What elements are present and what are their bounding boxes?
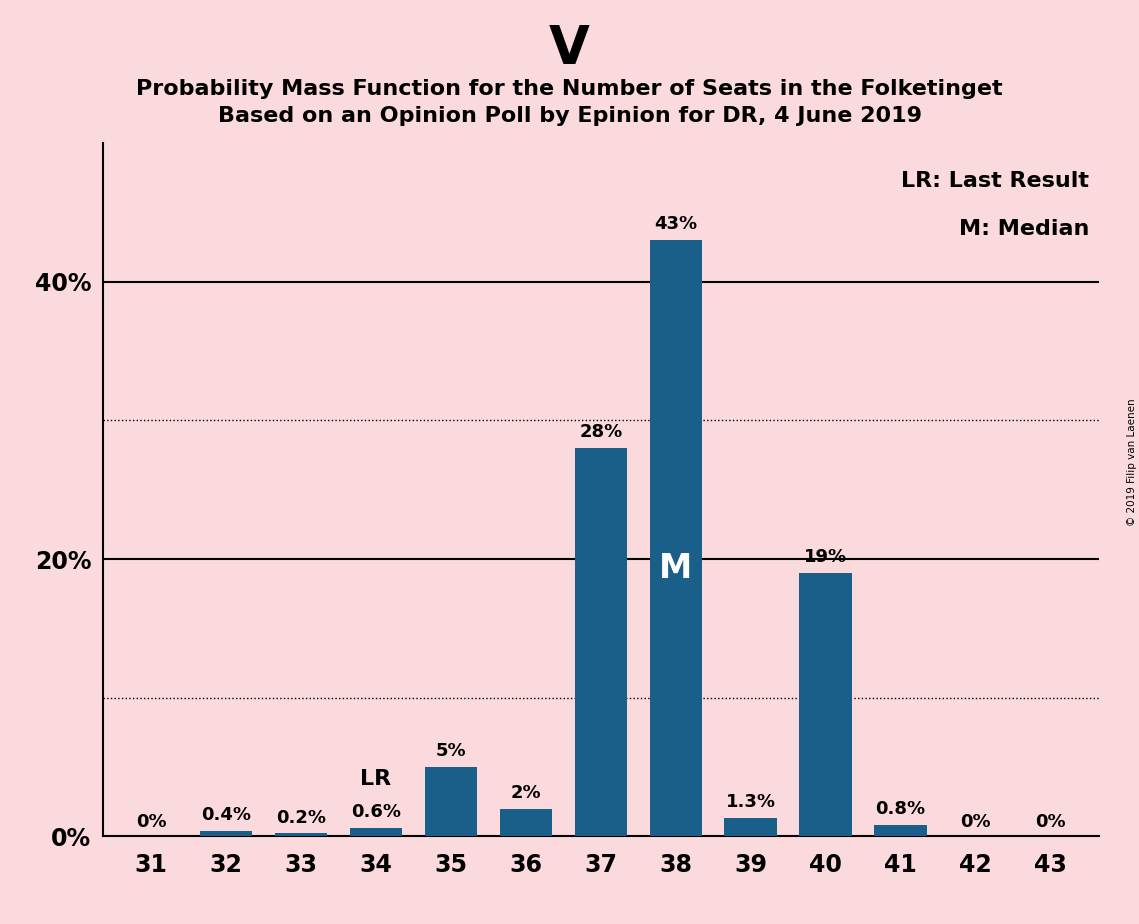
Text: LR: LR	[360, 769, 392, 789]
Bar	[425, 767, 477, 836]
Bar	[875, 825, 927, 836]
Text: 43%: 43%	[654, 215, 697, 234]
Bar	[500, 808, 552, 836]
Text: 0%: 0%	[136, 813, 166, 831]
Text: 1.3%: 1.3%	[726, 794, 776, 811]
Text: 0%: 0%	[1035, 813, 1066, 831]
Text: LR: Last Result: LR: Last Result	[901, 171, 1089, 191]
Bar	[800, 573, 852, 836]
Text: 0.8%: 0.8%	[876, 800, 926, 819]
Text: 0%: 0%	[960, 813, 991, 831]
Text: M: M	[659, 552, 693, 585]
Text: M: Median: M: Median	[959, 220, 1089, 239]
Text: Probability Mass Function for the Number of Seats in the Folketinget: Probability Mass Function for the Number…	[137, 79, 1002, 99]
Bar	[200, 831, 253, 836]
Bar	[724, 819, 777, 836]
Bar	[274, 833, 327, 836]
Text: Based on an Opinion Poll by Epinion for DR, 4 June 2019: Based on an Opinion Poll by Epinion for …	[218, 106, 921, 127]
Text: 2%: 2%	[510, 784, 541, 802]
Text: 5%: 5%	[435, 742, 466, 760]
Text: 0.4%: 0.4%	[202, 806, 252, 824]
Text: V: V	[549, 23, 590, 75]
Bar	[574, 448, 628, 836]
Text: © 2019 Filip van Laenen: © 2019 Filip van Laenen	[1126, 398, 1137, 526]
Text: 0.2%: 0.2%	[276, 808, 326, 827]
Bar	[350, 828, 402, 836]
Text: 0.6%: 0.6%	[351, 803, 401, 821]
Text: 19%: 19%	[804, 548, 847, 565]
Bar	[649, 240, 702, 836]
Text: 28%: 28%	[580, 423, 622, 442]
